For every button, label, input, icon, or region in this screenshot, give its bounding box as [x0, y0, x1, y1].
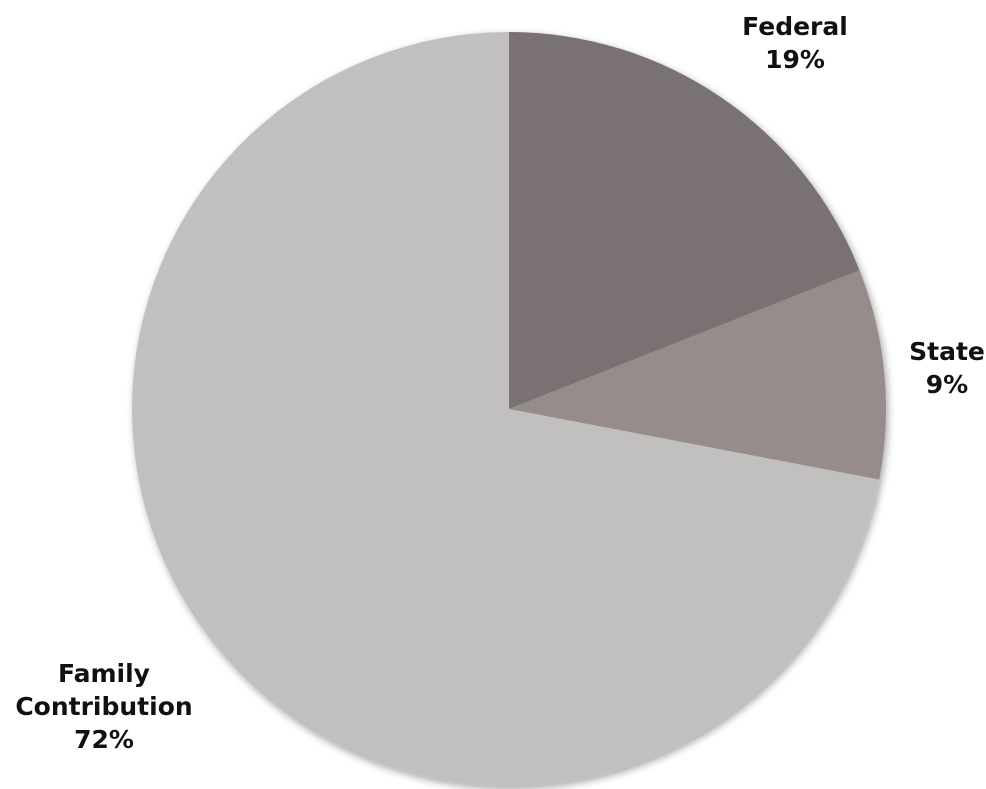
data-label-federal: Federal 19%: [742, 12, 848, 74]
pie-slice-federal: [509, 32, 860, 409]
pie-labels: Federal 19% State 9% Family Contribution 72%: [15, 12, 985, 754]
data-label-family-contribution: Family Contribution 72%: [15, 659, 192, 754]
pie-slices: [131, 32, 886, 786]
pie-slice-state: [509, 270, 886, 480]
data-label-state: State 9%: [909, 337, 985, 399]
pie-slice-family-contribution: [131, 32, 880, 786]
